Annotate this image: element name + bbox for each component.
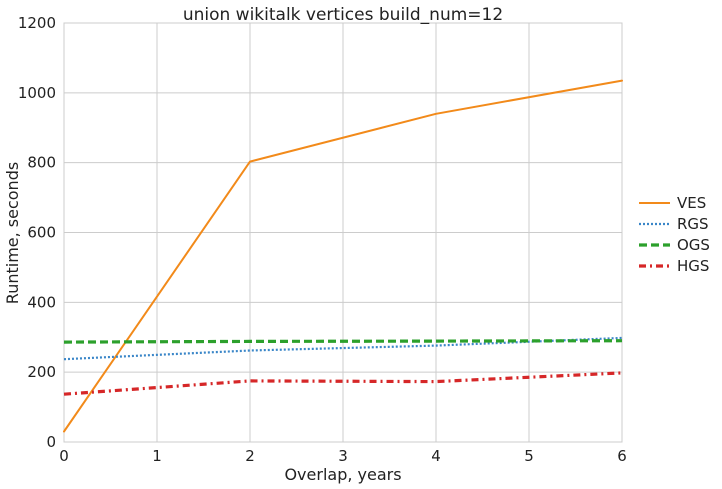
legend-label-rgs: RGS	[677, 215, 709, 233]
series-line-rgs	[63, 336, 623, 361]
series-lines	[63, 79, 623, 433]
x-tick-labels: 0 1 2 3 4 5 6	[59, 447, 627, 465]
x-tick-label: 0	[59, 447, 69, 465]
legend: VES RGS OGS HGS	[639, 194, 710, 275]
y-tick-labels: 0 200 400 600 800 1000 1200	[18, 14, 56, 451]
chart-title: union wikitalk vertices build_num=12	[183, 5, 503, 25]
x-axis-label: Overlap, years	[284, 465, 401, 484]
series-line-hgs	[63, 371, 623, 396]
x-tick-label: 4	[431, 447, 441, 465]
series-line-ogs	[63, 339, 623, 344]
legend-label-ves: VES	[677, 194, 706, 212]
y-tick-label: 600	[27, 224, 56, 242]
y-tick-label: 1200	[18, 14, 56, 32]
x-tick-label: 5	[524, 447, 534, 465]
y-tick-label: 200	[27, 363, 56, 381]
y-tick-label: 1000	[18, 84, 56, 102]
x-tick-label: 1	[152, 447, 162, 465]
series-line-ves	[63, 79, 623, 433]
y-tick-label: 0	[46, 433, 56, 451]
x-tick-label: 3	[338, 447, 348, 465]
y-axis-label: Runtime, seconds	[3, 162, 22, 304]
plot-frame	[63, 22, 623, 443]
y-tick-label: 800	[27, 154, 56, 172]
legend-label-hgs: HGS	[677, 257, 709, 275]
x-tick-label: 2	[245, 447, 255, 465]
x-tick-label: 6	[617, 447, 627, 465]
legend-label-ogs: OGS	[677, 236, 710, 254]
y-tick-label: 400	[27, 293, 56, 311]
